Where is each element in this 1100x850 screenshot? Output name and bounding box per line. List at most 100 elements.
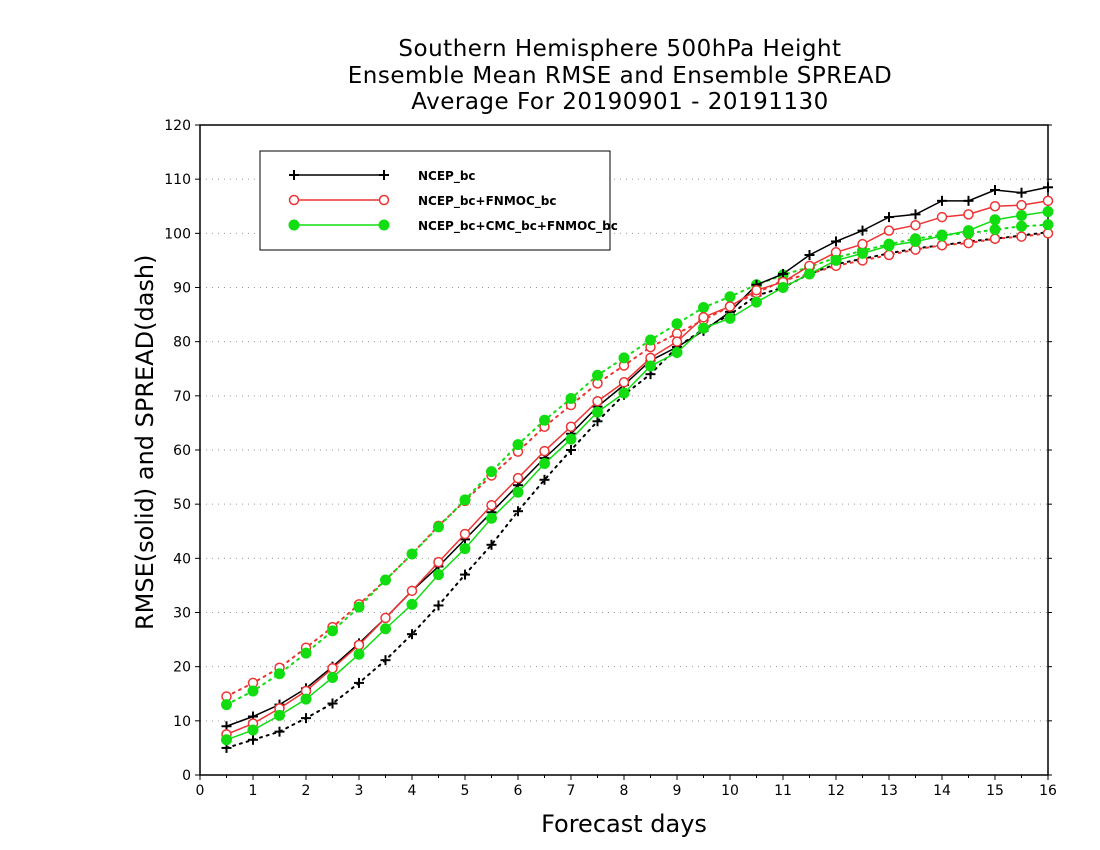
data-point bbox=[777, 282, 789, 293]
y-tick-label: 30 bbox=[173, 606, 191, 622]
data-point bbox=[857, 238, 868, 250]
data-point bbox=[592, 396, 603, 407]
data-point bbox=[300, 693, 312, 705]
data-point bbox=[645, 334, 656, 346]
data-point bbox=[406, 585, 418, 597]
series-rmse-4 bbox=[221, 206, 1054, 746]
series-line bbox=[226, 210, 1049, 741]
data-point bbox=[618, 352, 630, 364]
legend-marker bbox=[378, 194, 390, 206]
data-point bbox=[804, 268, 815, 280]
data-point bbox=[353, 648, 365, 660]
data-point bbox=[618, 377, 630, 388]
y-tick-label: 80 bbox=[173, 335, 191, 351]
data-point bbox=[486, 539, 497, 550]
x-tick-label: 3 bbox=[355, 783, 364, 799]
x-tick-label: 0 bbox=[196, 783, 205, 799]
data-point bbox=[327, 625, 338, 637]
data-point bbox=[963, 237, 974, 249]
data-point bbox=[671, 336, 683, 347]
series-line bbox=[226, 200, 1049, 736]
data-point bbox=[433, 556, 444, 568]
legend-marker bbox=[378, 219, 390, 231]
data-point bbox=[248, 734, 258, 745]
data-point bbox=[724, 312, 736, 324]
series-spread-1 bbox=[221, 227, 1053, 753]
data-point bbox=[565, 433, 577, 445]
data-point bbox=[1043, 182, 1053, 193]
legend-label: NCEP_bc+CMC_bc+FNMOC_bc bbox=[418, 219, 618, 234]
x-tick-label: 11 bbox=[774, 783, 792, 799]
data-point bbox=[963, 195, 974, 206]
data-point bbox=[380, 612, 391, 624]
data-point bbox=[300, 647, 312, 659]
data-point bbox=[486, 500, 497, 511]
data-point bbox=[963, 209, 974, 220]
x-tick-label: 12 bbox=[827, 783, 845, 799]
chart-title-line-3: Average For 20190901 - 20191130 bbox=[411, 89, 829, 115]
y-tick-label: 110 bbox=[164, 172, 191, 188]
y-tick-label: 10 bbox=[173, 714, 191, 730]
x-tick-label: 9 bbox=[673, 783, 682, 799]
data-point bbox=[883, 249, 895, 261]
data-point bbox=[1042, 206, 1054, 218]
data-point bbox=[274, 709, 285, 721]
data-point bbox=[221, 734, 232, 746]
data-point bbox=[910, 219, 921, 231]
data-point bbox=[910, 209, 921, 220]
data-point bbox=[592, 406, 603, 418]
legend-marker bbox=[288, 194, 300, 206]
x-tick-label: 5 bbox=[461, 783, 470, 799]
data-point bbox=[990, 185, 1000, 195]
data-point bbox=[406, 598, 418, 610]
data-point bbox=[751, 296, 762, 308]
data-point bbox=[724, 291, 736, 303]
x-tick-label: 14 bbox=[933, 783, 951, 799]
data-point bbox=[1042, 195, 1054, 207]
y-tick-label: 50 bbox=[173, 497, 191, 513]
data-point bbox=[698, 322, 709, 334]
data-point bbox=[460, 569, 470, 580]
data-point bbox=[539, 414, 550, 426]
data-point bbox=[883, 240, 895, 252]
data-point bbox=[1016, 209, 1027, 221]
data-point bbox=[618, 387, 630, 399]
data-point bbox=[221, 699, 232, 711]
legend-marker bbox=[289, 170, 299, 180]
data-point bbox=[936, 240, 948, 251]
data-point bbox=[433, 521, 444, 533]
data-point bbox=[989, 224, 1001, 236]
data-point bbox=[724, 301, 736, 312]
data-point bbox=[857, 247, 868, 259]
data-point bbox=[512, 439, 524, 451]
data-point bbox=[353, 601, 365, 613]
legend-label: NCEP_bc bbox=[418, 169, 476, 184]
data-point bbox=[274, 726, 285, 737]
data-point bbox=[989, 214, 1001, 226]
data-point bbox=[698, 302, 709, 314]
data-point bbox=[353, 639, 365, 651]
data-point bbox=[354, 677, 364, 688]
data-point bbox=[301, 713, 311, 724]
series-rmse-2 bbox=[221, 195, 1054, 740]
x-tick-label: 2 bbox=[302, 783, 311, 799]
data-point bbox=[830, 254, 842, 266]
data-point bbox=[327, 672, 338, 683]
y-tick-label: 70 bbox=[173, 389, 191, 405]
legend: NCEP_bc NCEP_bc+FNMOC_bc NCEP_bc+CMC_bc+FN… bbox=[259, 150, 618, 251]
y-tick-label: 100 bbox=[164, 226, 191, 242]
data-point bbox=[433, 569, 444, 581]
data-point bbox=[380, 574, 391, 586]
legend-label: NCEP_bc+FNMOC_bc bbox=[418, 194, 557, 209]
y-tick-label: 0 bbox=[182, 768, 191, 784]
data-point bbox=[407, 629, 417, 640]
data-point bbox=[751, 284, 762, 296]
data-point bbox=[459, 528, 471, 540]
grid-lines bbox=[200, 178, 1048, 722]
y-tick-label: 90 bbox=[173, 281, 191, 297]
data-point bbox=[1042, 228, 1054, 239]
data-point bbox=[989, 233, 1001, 244]
data-point bbox=[937, 195, 947, 206]
